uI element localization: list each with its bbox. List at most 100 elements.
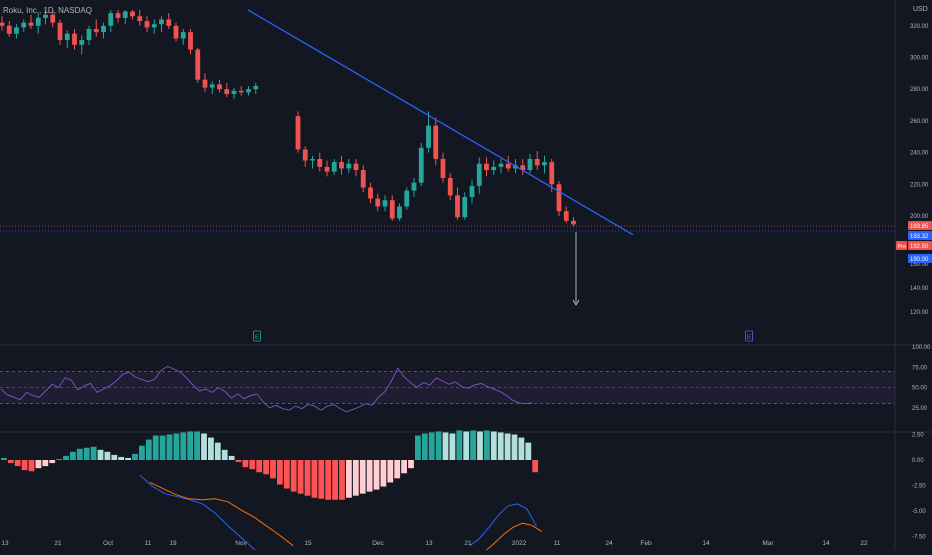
x-axis-tick: 2022 — [512, 540, 527, 547]
price-axis-tick: 160.00 — [910, 262, 929, 268]
symbol-title: Roku, Inc., 1D, NASDAQ — [3, 6, 92, 15]
macd-histogram-bar — [525, 442, 532, 460]
candle-body — [418, 147, 424, 183]
macd-histogram-bar — [235, 460, 242, 463]
candle-body — [43, 14, 48, 18]
trendline — [247, 9, 634, 236]
macd-axis-tick: -2.50 — [912, 484, 926, 490]
macd-histogram-bar — [194, 431, 200, 460]
macd-histogram-bar — [97, 449, 104, 460]
candle-body — [144, 21, 150, 28]
price-axis-tick: 240.00 — [910, 151, 929, 157]
candle-body — [411, 182, 417, 191]
candle-body — [498, 163, 504, 167]
macd-histogram-bar — [111, 454, 118, 460]
macd-histogram-bar — [152, 435, 159, 460]
candle-body — [79, 40, 85, 45]
macd-histogram-bar — [63, 455, 69, 460]
macd-histogram-bar — [484, 430, 490, 460]
macd-histogram-bar — [518, 437, 525, 460]
macd-histogram-bar — [270, 460, 276, 479]
x-axis-tick: 14 — [822, 540, 830, 547]
price-axis-tick: 260.00 — [910, 119, 929, 125]
candle-body — [447, 177, 453, 196]
macd-histogram-bar — [242, 460, 249, 468]
x-axis-tick: 24 — [605, 540, 613, 547]
candle-body — [397, 206, 402, 219]
candle-body — [484, 163, 489, 171]
macd-histogram-bar — [463, 431, 470, 460]
price-label-value: 193.85 — [910, 224, 929, 230]
x-axis-tick: 22 — [860, 540, 868, 547]
macd-histogram-bar — [435, 431, 442, 460]
macd-histogram-bar — [256, 460, 263, 473]
price-axis-tick: 140.00 — [910, 286, 929, 292]
x-axis-tick: 21 — [54, 540, 62, 547]
macd-histogram-bar — [421, 433, 428, 460]
macd-histogram-bar — [477, 431, 483, 460]
candle-body — [534, 158, 540, 166]
candle-body — [21, 22, 27, 28]
x-axis-tick: 15 — [304, 540, 312, 547]
candle-body — [549, 162, 555, 185]
candle-body — [353, 163, 359, 171]
macd-histogram-bar — [304, 460, 311, 496]
candle-body — [159, 19, 164, 25]
macd-histogram-bar — [373, 460, 380, 490]
macd-histogram-bar — [104, 451, 111, 460]
macd-histogram-bar — [42, 460, 49, 467]
macd-histogram-bar — [277, 460, 283, 485]
candle-body — [310, 158, 315, 161]
candle-body — [166, 19, 172, 26]
candle-body — [6, 25, 12, 34]
macd-histogram-bar — [470, 430, 476, 460]
candle-body — [389, 200, 395, 219]
candle-body — [35, 17, 41, 26]
signal-line — [149, 481, 294, 547]
x-axis-tick: 21 — [464, 540, 472, 547]
macd-axis-tick: -5.00 — [912, 509, 926, 515]
macd-histogram-bar — [7, 460, 14, 464]
macd-histogram-bar — [394, 460, 401, 479]
candle-body — [339, 162, 344, 169]
candle-body — [382, 200, 388, 207]
macd-histogram-bar — [180, 432, 187, 460]
rsi-axis-tick: 50.00 — [912, 386, 928, 392]
x-axis-tick: Dec — [372, 540, 384, 547]
macd-histogram-bar — [187, 431, 194, 460]
macd-line — [139, 474, 262, 555]
candle-body — [462, 196, 468, 218]
macd-histogram-bar — [28, 460, 35, 472]
candle-body — [404, 190, 410, 207]
price-label-value: 190.00 — [910, 257, 929, 263]
macd-axis-tick: -7.50 — [912, 535, 926, 541]
macd-histogram-bar — [118, 456, 125, 460]
macd-histogram-bar — [318, 460, 325, 499]
candle-body — [246, 89, 251, 93]
candle-body — [209, 84, 215, 88]
macd-histogram-bar — [145, 439, 152, 460]
macd-histogram-bar — [415, 435, 421, 460]
candle-body — [302, 149, 308, 161]
candle-body — [469, 185, 475, 197]
currency-label: USD — [913, 6, 928, 13]
candle-body — [72, 33, 77, 45]
candle-body — [375, 198, 381, 207]
candle-body — [238, 90, 244, 93]
candle-body — [368, 187, 373, 199]
macd-histogram-bar — [49, 460, 56, 464]
macd-histogram-bar — [366, 460, 373, 492]
candle-body — [520, 165, 526, 171]
macd-histogram-bar — [380, 460, 387, 487]
macd-histogram-bar — [201, 433, 207, 460]
pre-market-tag — [896, 241, 907, 250]
macd-histogram-bar — [297, 460, 304, 494]
macd-histogram-bar — [339, 460, 345, 500]
macd-histogram-bar — [428, 432, 435, 460]
macd-histogram-bar — [504, 433, 511, 460]
macd-histogram-bar — [125, 457, 131, 460]
candle-body — [130, 11, 135, 17]
macd-histogram-bar — [290, 460, 297, 492]
